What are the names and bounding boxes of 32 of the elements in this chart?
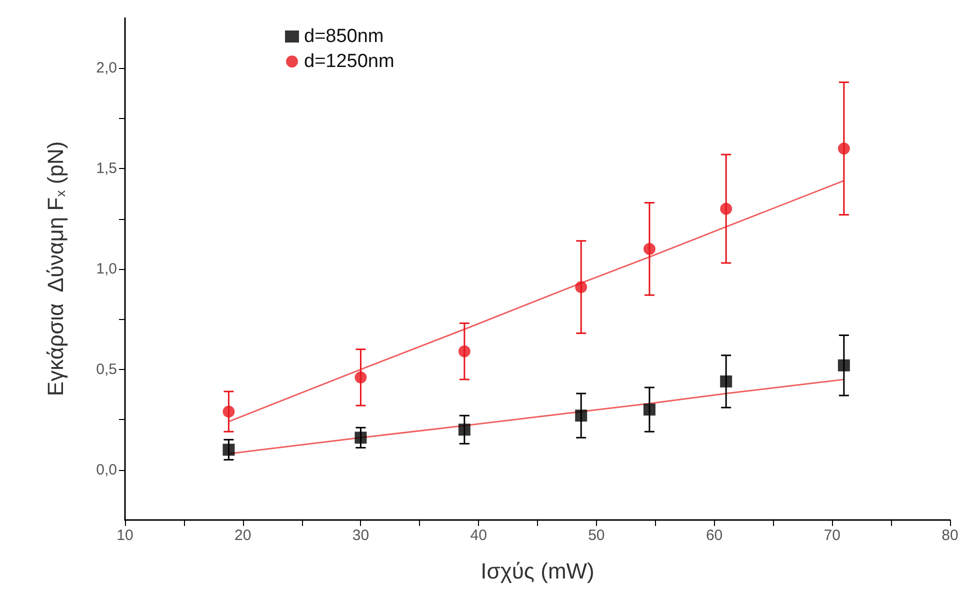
y-tick-label: 0,5 [96, 360, 117, 378]
point [838, 359, 850, 372]
x-tick-label: 20 [234, 527, 252, 544]
point [222, 444, 235, 456]
point [643, 404, 656, 416]
point [643, 242, 656, 255]
x-tick-label: 40 [470, 527, 487, 544]
point [354, 432, 367, 444]
point [575, 410, 588, 422]
legend-label: d=1250nm [304, 51, 394, 72]
y-axis-title: Εγκάρσια Δύναμη Fx (pN) [43, 141, 68, 396]
y-tick-label: 1,5 [96, 160, 117, 178]
y-tick-label: 0,0 [96, 461, 117, 478]
line-series [228, 180, 845, 422]
x-tick-label: 80 [942, 527, 958, 544]
x-tick-label: 50 [588, 527, 605, 544]
x-tick-label: 30 [352, 527, 370, 544]
y-tick-label: 2,0 [96, 60, 117, 77]
point [458, 424, 470, 436]
point [354, 371, 367, 384]
y-tick-label: 1,0 [96, 260, 117, 278]
point [720, 202, 732, 215]
point [720, 375, 732, 388]
x-tick-label: 10 [116, 527, 134, 544]
x-tick-label: 70 [824, 527, 840, 544]
x-axis-title: Ισχύς (mW) [480, 558, 594, 584]
point [575, 281, 588, 294]
legend-label: d=850nm [304, 26, 384, 47]
x-tick-label: 60 [706, 527, 723, 544]
point [222, 406, 235, 418]
point [838, 142, 850, 155]
point [458, 345, 470, 358]
